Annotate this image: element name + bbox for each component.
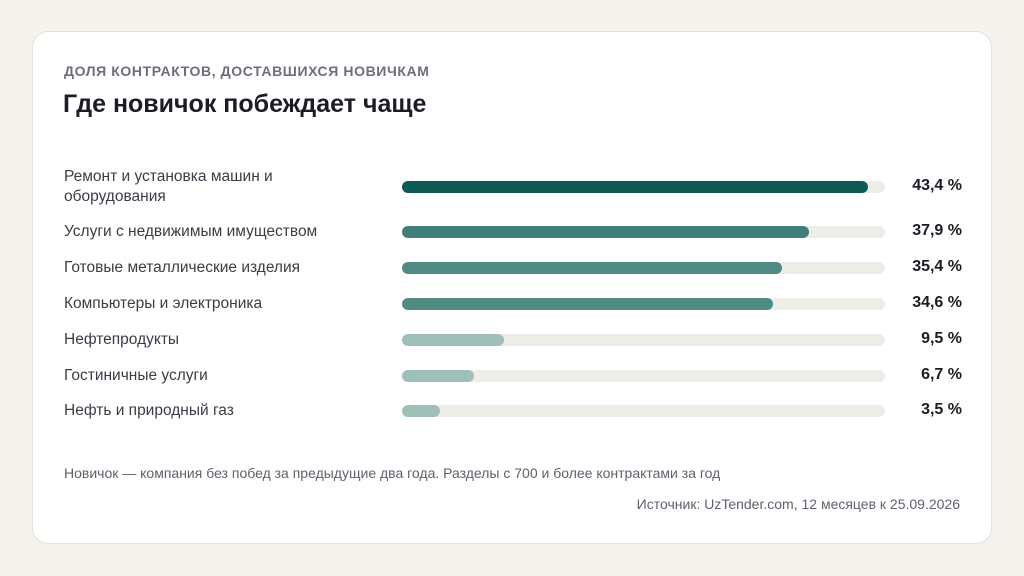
value-label: 6,7 % [921, 366, 962, 383]
value-label: 37,9 % [912, 222, 962, 239]
bar-track [402, 405, 885, 417]
category-label: Гостиничные услуги [64, 367, 208, 384]
chart-source: Источник: UzTender.com, 12 месяцев к 25.… [636, 496, 960, 512]
bar-track [402, 334, 885, 346]
bar [402, 226, 809, 238]
category-label: Ремонт и установка машин и оборудования [64, 168, 273, 205]
value-label: 35,4 % [912, 258, 962, 275]
bar [402, 370, 474, 382]
value-label: 43,4 % [912, 177, 962, 194]
chart-note: Новичок — компания без побед за предыдущ… [64, 465, 721, 481]
bar [402, 334, 504, 346]
bar-chart: Ремонт и установка машин и оборудования 4… [33, 32, 993, 545]
bar [402, 262, 782, 274]
bar-track [402, 262, 885, 274]
bar-track [402, 298, 885, 310]
value-label: 3,5 % [921, 401, 962, 418]
category-label: Компьютеры и электроника [64, 295, 263, 312]
bar [402, 298, 774, 310]
category-label: Готовые металлические изделия [64, 259, 301, 276]
value-label: 34,6 % [912, 294, 962, 311]
category-label: Нефть и природный газ [64, 402, 234, 419]
chart-title: Где новичок побеждает чаще [63, 90, 427, 118]
chart-kicker: ДОЛЯ КОНТРАКТОВ, ДОСТАВШИХСЯ НОВИЧКАМ [64, 63, 430, 79]
bar [402, 181, 868, 193]
bar-track [402, 226, 885, 238]
chart-card: ДОЛЯ КОНТРАКТОВ, ДОСТАВШИХСЯ НОВИЧКАМ Гд… [32, 31, 992, 544]
value-label: 9,5 % [921, 330, 962, 347]
bar [402, 405, 440, 417]
bar-track [402, 370, 885, 382]
category-label: Нефтепродукты [64, 331, 180, 348]
category-label: Услуги с недвижимым имуществом [64, 223, 318, 240]
bar-track [402, 181, 885, 193]
